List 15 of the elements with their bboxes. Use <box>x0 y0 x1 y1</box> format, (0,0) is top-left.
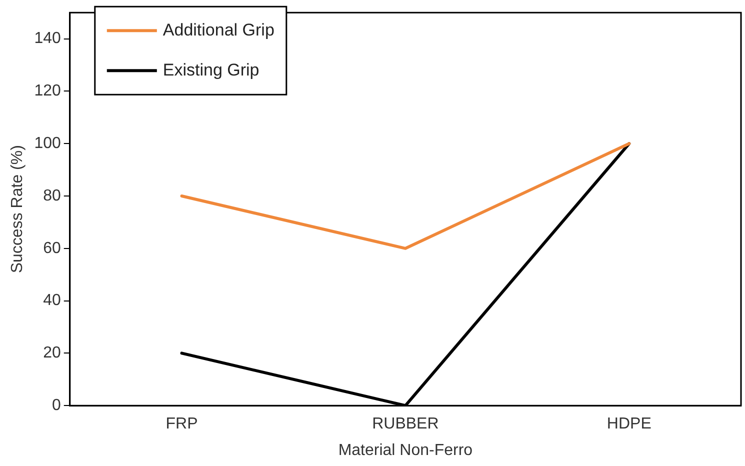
y-tick-label: 60 <box>43 240 61 257</box>
x-axis-title: Material Non-Ferro <box>338 442 473 459</box>
y-tick-label: 40 <box>43 292 61 310</box>
legend-label: Existing Grip <box>162 60 260 80</box>
legend-label: Additional Grip <box>162 20 274 40</box>
y-tick-label: 140 <box>34 30 61 48</box>
x-tick-label: FRP <box>166 416 198 433</box>
y-tick-label: 120 <box>34 82 61 100</box>
y-tick-label: 80 <box>43 187 61 204</box>
y-tick-label: 0 <box>52 397 61 414</box>
y-tick-label: 20 <box>43 344 61 362</box>
x-tick-label: HDPE <box>606 416 652 433</box>
y-axis-title: Success Rate (%) <box>9 145 26 274</box>
y-tick-label: 100 <box>34 135 61 152</box>
x-tick-label: RUBBER <box>372 416 439 433</box>
